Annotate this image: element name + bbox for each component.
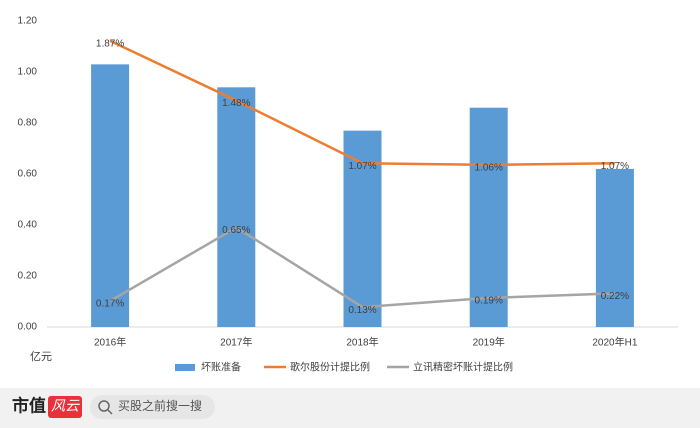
data-label: 1.07% [348, 161, 376, 172]
data-label: 1.06% [475, 162, 503, 173]
bar [91, 64, 130, 327]
data-label: 1.87% [96, 39, 124, 50]
search-box[interactable] [90, 395, 215, 419]
data-label: 1.07% [601, 161, 629, 172]
badge: 风云 [51, 398, 80, 414]
brand: 市值 [12, 395, 46, 415]
bar [217, 87, 256, 327]
line [109, 226, 615, 309]
legend-label: 歌尔股份计提比例 [290, 361, 370, 374]
y-axis-label: 亿元 [30, 350, 52, 363]
x-tick-label: 2016年 [94, 336, 126, 349]
line [109, 39, 615, 167]
y-tick-label: 0.80 [18, 118, 38, 129]
search-icon-handle [107, 409, 113, 415]
data-label: 1.48% [222, 98, 250, 109]
data-label: 0.13% [348, 305, 376, 316]
x-tick-label: 2018年 [346, 336, 378, 349]
x-tick-label: 2019年 [473, 336, 505, 349]
x-tick-label: 2017年 [220, 336, 252, 349]
legend-label: 坏账准备 [201, 361, 241, 374]
y-tick-label: 1.00 [18, 67, 38, 78]
bar [595, 168, 634, 327]
x-tick-label: 2020年H1 [592, 336, 637, 349]
search-placeholder: 买股之前搜一搜 [118, 398, 202, 413]
data-label: 0.22% [601, 291, 629, 302]
data-label: 0.19% [475, 296, 503, 307]
y-tick-label: 0.40 [18, 220, 38, 231]
legend-label: 立讯精密坏账计提比例 [413, 361, 513, 374]
y-tick-label: 0.60 [18, 169, 38, 180]
bar [469, 107, 508, 327]
data-label: 0.65% [222, 225, 250, 236]
badge-bg [48, 396, 82, 418]
legend-swatch [175, 364, 195, 371]
y-tick-label: 0.20 [18, 271, 38, 282]
y-tick-label: 1.20 [18, 16, 38, 27]
y-tick-label: 0.00 [18, 322, 38, 333]
search-icon [98, 400, 110, 412]
data-label: 0.17% [96, 299, 124, 310]
